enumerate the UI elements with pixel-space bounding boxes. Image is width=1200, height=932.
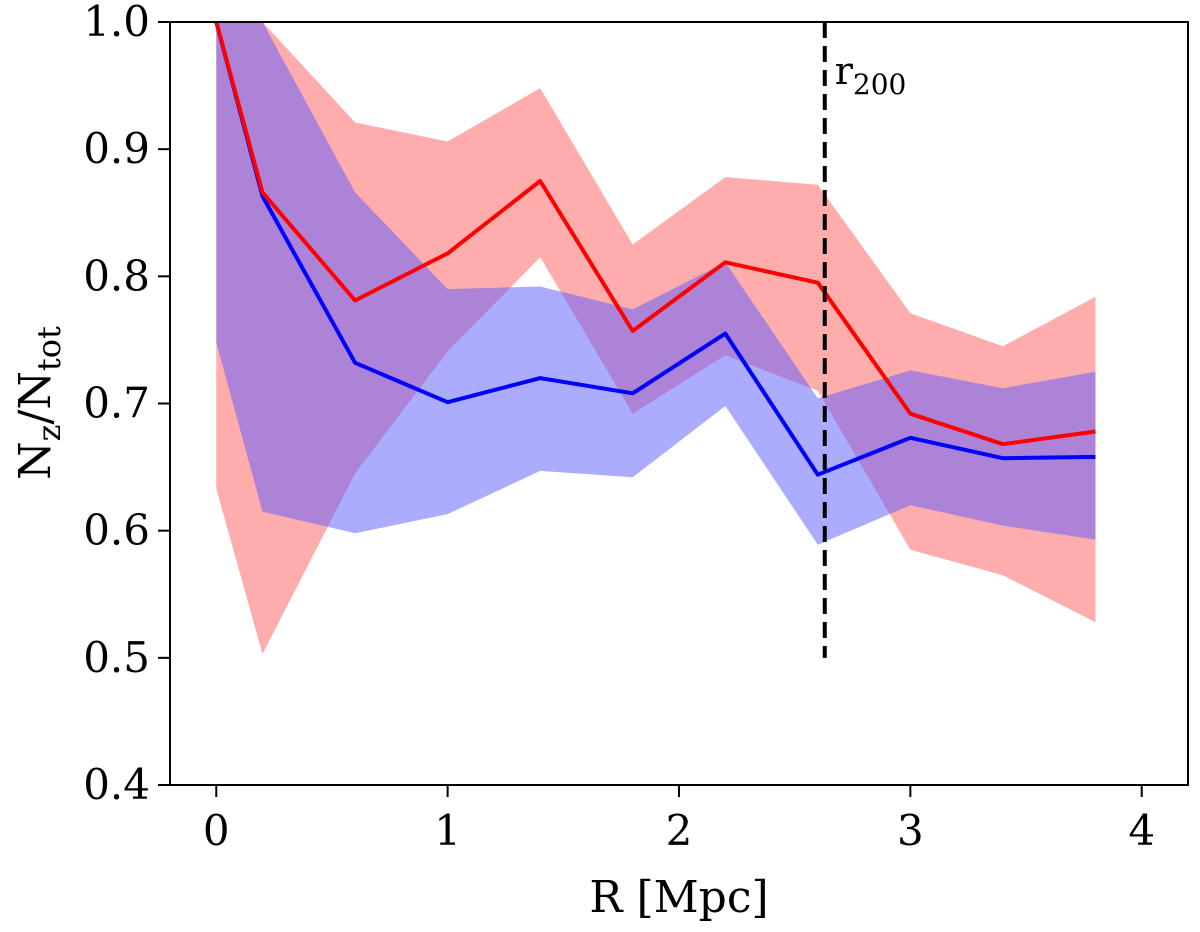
x-tick-label: 4	[1128, 806, 1155, 855]
y-tick-label: 1.0	[83, 0, 150, 46]
x-axis: 0 1 2 3 4	[203, 785, 1155, 855]
line-series-1	[214, 22, 1096, 447]
y-tick-label: 0.5	[83, 633, 150, 682]
y-tick-label: 0.8	[83, 251, 150, 300]
confidence-bands	[216, 22, 1096, 654]
r200-marker: r200	[822, 22, 907, 658]
y-axis: 0.4 0.5 0.6 0.7 0.8 0.9 1.0	[83, 0, 170, 809]
x-tick-label: 1	[434, 806, 461, 855]
x-tick-label: 2	[666, 806, 693, 855]
x-axis-label: R [Mpc]	[589, 872, 768, 923]
y-tick-label: 0.9	[83, 124, 150, 173]
line-series-2	[214, 22, 1096, 477]
series-lines	[214, 22, 1096, 477]
x-tick-label: 3	[897, 806, 924, 855]
y-tick-label: 0.4	[83, 760, 150, 809]
band-series-2	[216, 22, 1096, 545]
y-axis-label: Nz/Ntot	[10, 326, 68, 480]
y-tick-label: 0.7	[83, 379, 150, 428]
x-tick-label: 0	[203, 806, 230, 855]
y-tick-label: 0.6	[83, 506, 150, 555]
r200-label: r200	[835, 49, 907, 101]
